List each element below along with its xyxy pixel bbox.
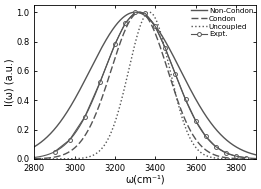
X-axis label: ω(cm⁻¹): ω(cm⁻¹) xyxy=(126,174,165,184)
Legend: Non-Condon, Condon, Uncoupled, Expt.: Non-Condon, Condon, Uncoupled, Expt. xyxy=(190,7,254,38)
Y-axis label: I(ω) (a.u.): I(ω) (a.u.) xyxy=(5,58,15,106)
